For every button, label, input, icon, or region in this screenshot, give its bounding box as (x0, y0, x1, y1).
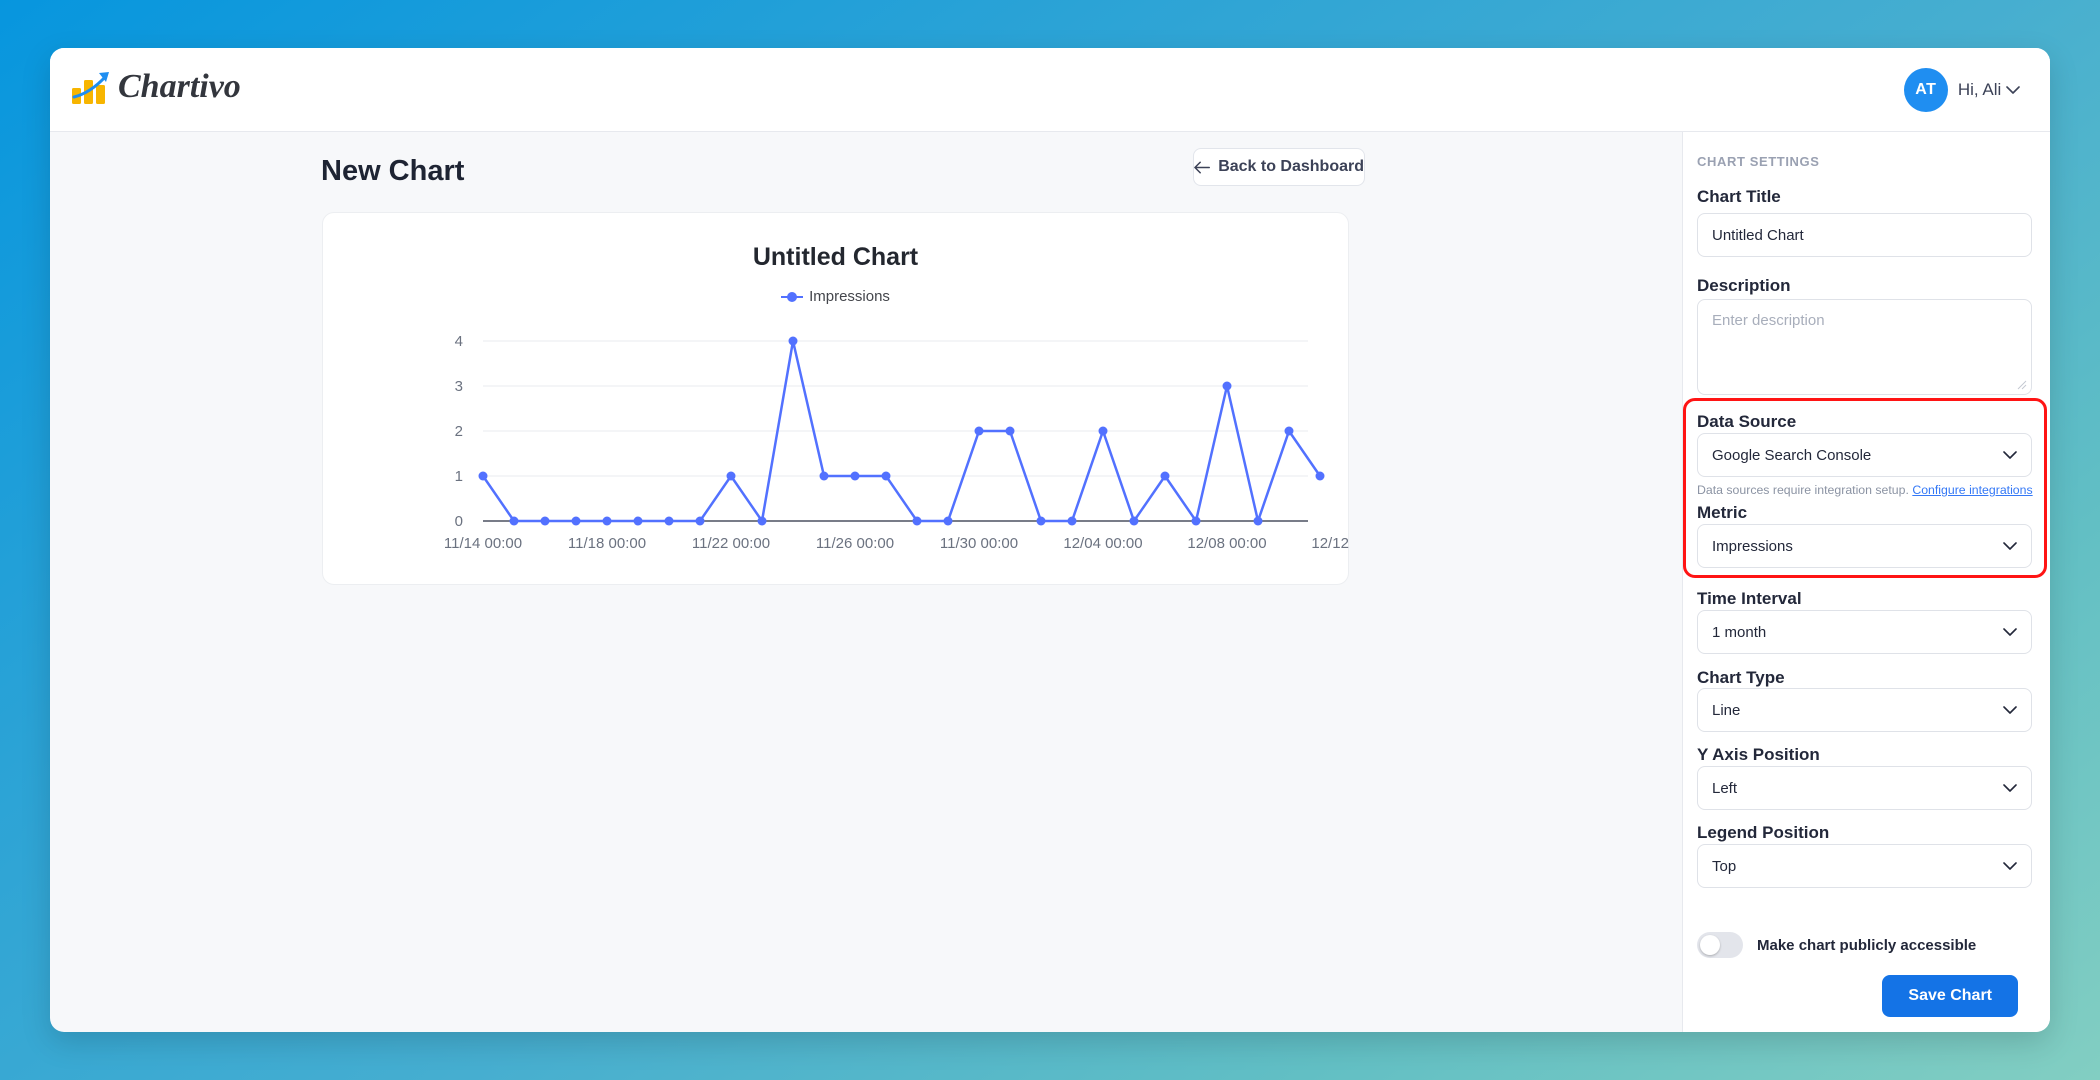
svg-text:4: 4 (455, 333, 463, 350)
svg-text:0: 0 (455, 513, 463, 530)
svg-text:11/30 00:00: 11/30 00:00 (940, 535, 1018, 552)
svg-text:11/22 00:00: 11/22 00:00 (692, 535, 770, 552)
svg-text:1: 1 (455, 468, 463, 485)
svg-text:11/18 00:00: 11/18 00:00 (568, 535, 646, 552)
svg-text:3: 3 (455, 378, 463, 395)
svg-text:12/12 00:00: 12/12 00:00 (1311, 535, 1350, 552)
svg-text:11/26 00:00: 11/26 00:00 (816, 535, 894, 552)
svg-text:12/08 00:00: 12/08 00:00 (1187, 535, 1266, 552)
svg-text:12/04 00:00: 12/04 00:00 (1063, 535, 1142, 552)
svg-text:11/14 00:00: 11/14 00:00 (444, 535, 522, 552)
svg-text:2: 2 (455, 423, 463, 440)
